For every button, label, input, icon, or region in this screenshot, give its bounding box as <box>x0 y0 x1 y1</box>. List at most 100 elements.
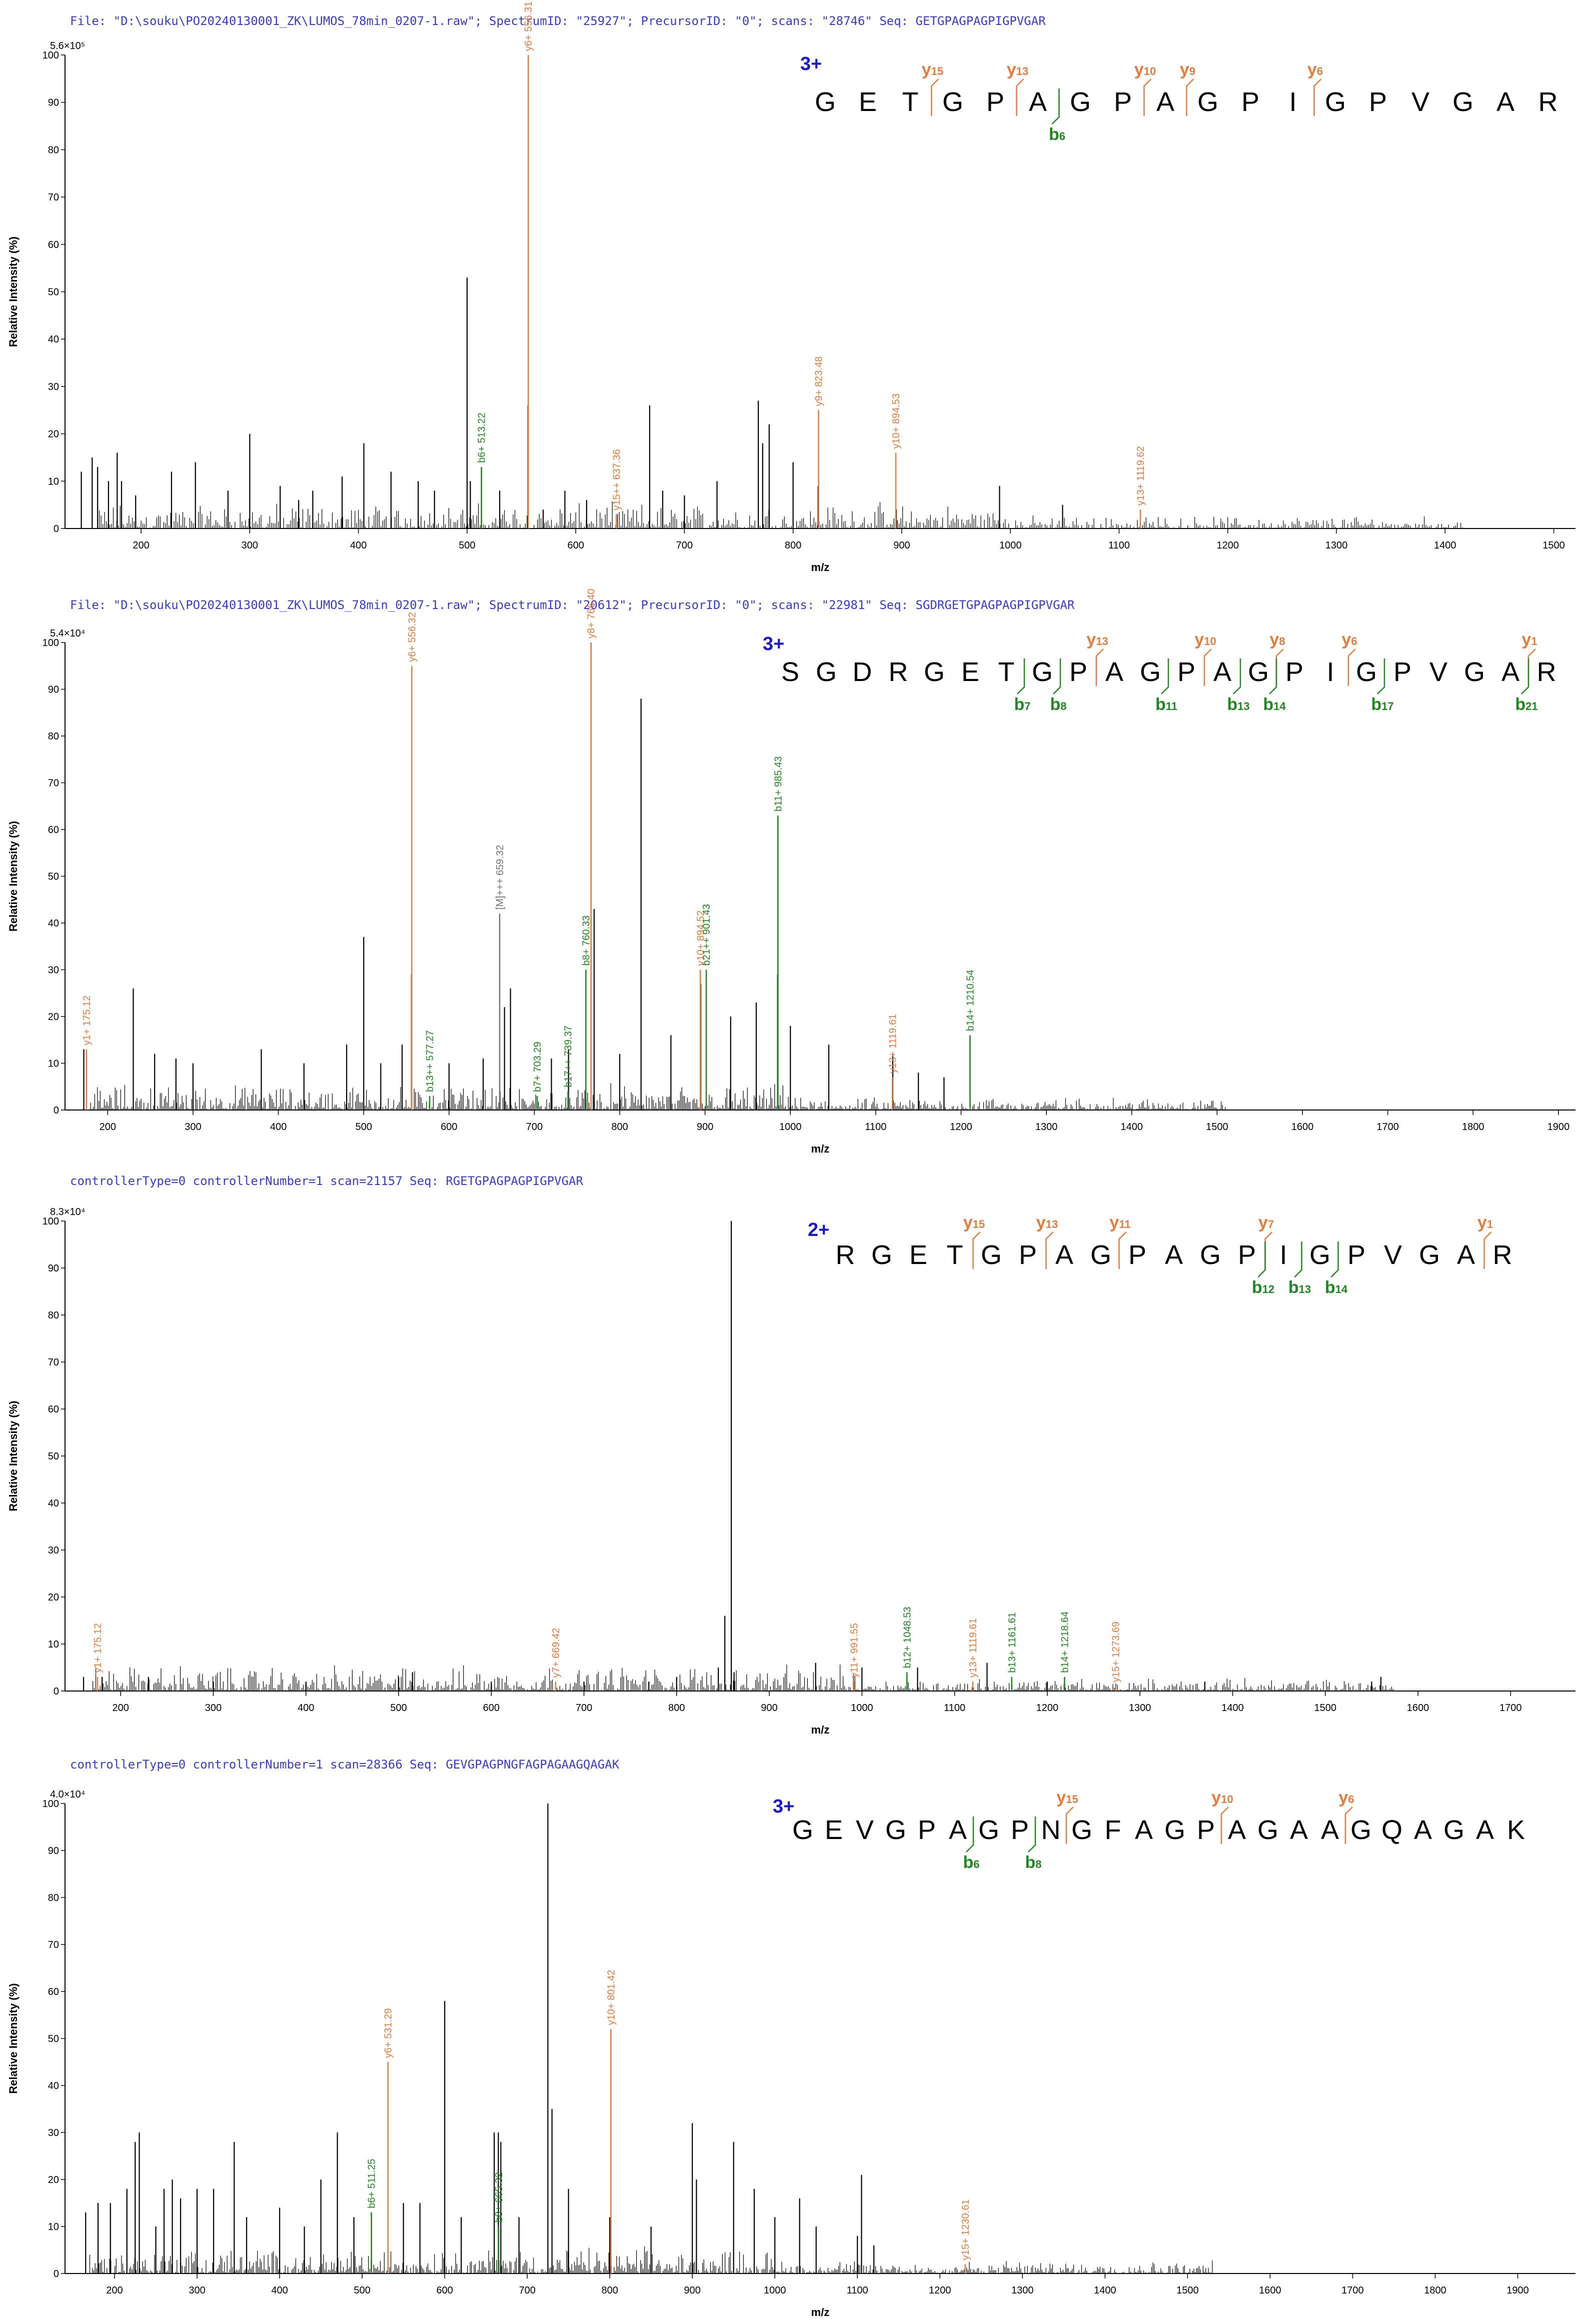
residue-letter: G <box>1164 1815 1185 1845</box>
b-ion-marker: b11 <box>1155 695 1177 714</box>
residue-letter: I <box>1289 87 1296 117</box>
x-tick-label: 1700 <box>1376 1122 1399 1132</box>
x-tick-label: 1500 <box>1542 540 1565 551</box>
y-ion-bracket <box>1344 1806 1353 1844</box>
y-ion-bracket <box>1527 648 1536 686</box>
y-tick-label: 100 <box>43 1798 59 1810</box>
residue-letter: P <box>1241 87 1259 117</box>
residue-letter: R <box>889 657 908 687</box>
x-tick-label: 200 <box>100 1122 116 1132</box>
b-ion-bracket <box>1233 658 1241 694</box>
x-tick-label: 500 <box>355 1122 372 1132</box>
y-ion-bracket <box>1203 648 1212 686</box>
fragment-peak-label: y13+ 1119.62 <box>1135 446 1146 506</box>
residue-letter: G <box>792 1815 813 1845</box>
spectrum-panel-2: File: "D:\souku\PO20240130001_ZK\LUMOS_7… <box>7 588 1575 1155</box>
b-ion-marker: b6 <box>963 1853 979 1872</box>
y-ion-marker: y9 <box>1180 60 1195 79</box>
fragment-peak-label: y13+ 1119.61 <box>968 1618 979 1678</box>
fragment-peak-label: b14+ 1210.54 <box>965 970 976 1031</box>
fragment-peak-label: y11+ 991.55 <box>849 1623 860 1678</box>
y-ion-bracket <box>1275 648 1284 686</box>
x-tick-label: 700 <box>576 1702 592 1714</box>
b-ion-marker: b7 <box>1014 695 1030 714</box>
x-tick-label: 1200 <box>929 2285 951 2296</box>
noise-peaks <box>97 501 1466 528</box>
fragment-peak-label: b7+ 703.29 <box>532 1042 543 1092</box>
x-tick-label: 1000 <box>851 1702 873 1714</box>
y-tick-label: 30 <box>48 1545 59 1556</box>
y-axis-label: Relative Intensity (%) <box>7 1400 20 1511</box>
y-tick-label: 40 <box>48 918 59 929</box>
x-tick-label: 400 <box>350 540 367 551</box>
y-ion-bracket <box>1065 1806 1074 1844</box>
residue-letter: G <box>1309 1240 1330 1270</box>
residue-letter: A <box>1476 1815 1494 1845</box>
residue-letter: T <box>998 657 1015 687</box>
residue-letter: G <box>871 1240 892 1270</box>
residue-letter: A <box>1029 87 1047 117</box>
b-ion-marker: b8 <box>1050 695 1066 714</box>
y-tick-label: 20 <box>48 1592 59 1603</box>
noise-peak-path <box>93 1664 1393 1691</box>
charge-state: 3+ <box>800 54 822 74</box>
y-ion-marker: y15 <box>963 1213 985 1232</box>
x-axis-label: m/z <box>811 561 830 574</box>
fragment-peak-label: b21++ 901.43 <box>701 904 712 966</box>
fragment-peak-label: y7+ 669.42 <box>551 1628 562 1678</box>
b-ion-bracket <box>1269 658 1277 694</box>
y-tick-label: 60 <box>48 240 59 250</box>
residue-letter: G <box>885 1815 906 1845</box>
x-axis-label: m/z <box>811 1724 830 1736</box>
y-tick-label: 10 <box>48 476 59 487</box>
x-tick-label: 800 <box>611 1122 628 1132</box>
y-axis-label: Relative Intensity (%) <box>7 236 20 347</box>
b-ion-marker: b8 <box>1025 1853 1041 1872</box>
y-tick-label: 80 <box>48 1310 59 1321</box>
residue-letter: A <box>1414 1815 1432 1845</box>
residue-letter: Q <box>1381 1815 1402 1845</box>
y-ion-bracket <box>1143 78 1152 116</box>
y-ion-marker: y1 <box>1521 630 1537 649</box>
b-ion-bracket <box>1377 658 1385 694</box>
y-ion-marker: y1 <box>1477 1213 1493 1232</box>
residue-letter: E <box>909 1240 927 1270</box>
fragment-peak-label: y6+ 556.32 <box>407 612 418 662</box>
residue-letter: A <box>1135 1815 1153 1845</box>
residue-letter: A <box>1105 657 1123 687</box>
intensity-scale-label: 5.4×10⁴ <box>50 628 85 639</box>
fragment-peak-label: [M]+++ 659.32 <box>495 845 506 910</box>
fragment-peak-label: y10+ 894.52 <box>695 910 706 966</box>
y-ion-marker: y10 <box>1211 1788 1233 1807</box>
residue-letter: P <box>1019 1240 1037 1270</box>
residue-letter: G <box>816 657 837 687</box>
y-axis-label: Relative Intensity (%) <box>7 1983 20 2094</box>
b-ion-bracket <box>1017 658 1025 694</box>
residue-letter: A <box>1228 1815 1246 1845</box>
x-tick-label: 1800 <box>1462 1122 1484 1132</box>
residue-letter: P <box>1197 1815 1215 1845</box>
fragment-peak-label: y15++ 637.36 <box>611 449 622 510</box>
residue-letter: E <box>961 657 979 687</box>
y-tick-label: 70 <box>48 778 59 789</box>
x-tick-label: 1200 <box>1036 1702 1059 1714</box>
x-tick-label: 700 <box>676 540 693 551</box>
b-ion-bracket <box>1053 658 1061 694</box>
y-tick-label: 30 <box>48 2128 59 2138</box>
y-ion-marker: y15 <box>922 60 943 79</box>
fragment-peak-label: b11+ 985.43 <box>773 756 784 812</box>
residue-letter: R <box>1538 87 1558 117</box>
y-tick-label: 80 <box>48 1892 59 1904</box>
fragment-peak-label: b12+ 1048.53 <box>902 1606 913 1668</box>
x-tick-label: 1900 <box>1547 1122 1570 1132</box>
b-ion-bracket <box>1521 658 1529 694</box>
residue-letter: P <box>1177 657 1195 687</box>
y-tick-label: 10 <box>48 2222 59 2232</box>
x-tick-label: 400 <box>270 1122 287 1132</box>
b-ion-marker: b13 <box>1288 1278 1311 1297</box>
x-tick-label: 1200 <box>950 1122 972 1132</box>
x-tick-label: 1300 <box>1325 540 1348 551</box>
b-ion-bracket <box>1257 1242 1266 1278</box>
spectrum-header: controllerType=0 controllerNumber=1 scan… <box>70 1758 620 1772</box>
